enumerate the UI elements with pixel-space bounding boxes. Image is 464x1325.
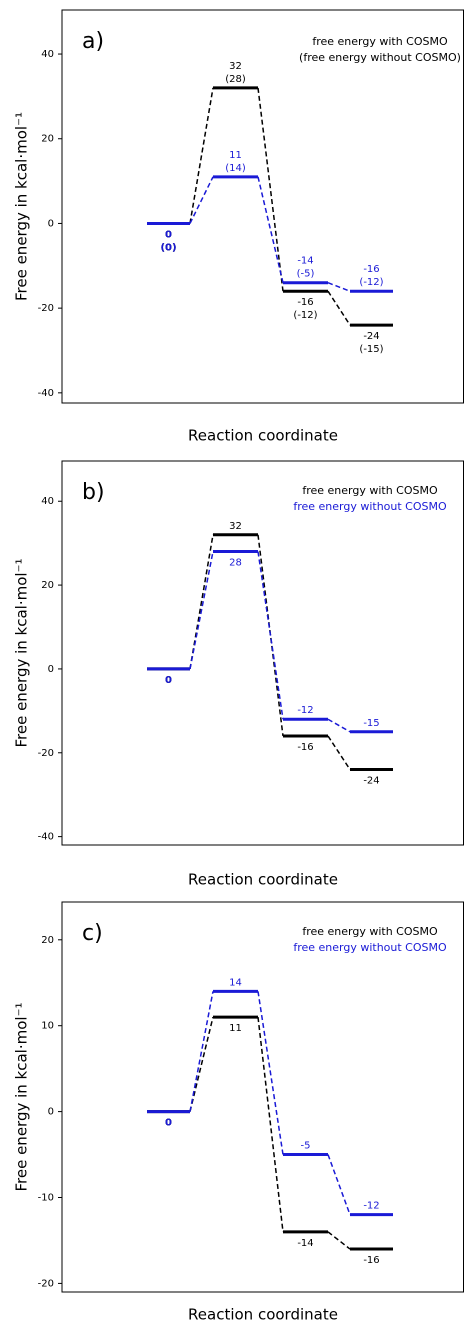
y-tick-label: -40 bbox=[38, 388, 54, 399]
connector bbox=[327, 1231, 351, 1250]
value-label-without-cosmo: (0) bbox=[160, 242, 176, 253]
value-label: 0 bbox=[165, 1118, 172, 1129]
y-tick-label: 40 bbox=[41, 496, 54, 507]
value-label: -14 bbox=[297, 256, 313, 267]
plot-frame bbox=[61, 901, 464, 1293]
connector bbox=[257, 87, 284, 292]
value-label: -15 bbox=[363, 718, 379, 729]
y-tick-label: 0 bbox=[48, 664, 54, 675]
connector bbox=[189, 991, 214, 1112]
value-label: 14 bbox=[229, 977, 242, 988]
connector bbox=[189, 534, 214, 670]
value-label: -16 bbox=[297, 297, 313, 308]
connector bbox=[257, 551, 284, 720]
connector bbox=[189, 176, 214, 224]
connector bbox=[189, 551, 214, 670]
legend-entry: free energy with COSMO bbox=[302, 484, 438, 497]
connector bbox=[189, 1016, 214, 1112]
panel-label: a) bbox=[82, 29, 104, 54]
y-tick-label: 0 bbox=[48, 1107, 54, 1118]
connector bbox=[257, 1017, 284, 1232]
y-tick-label: -10 bbox=[38, 1193, 54, 1204]
value-label-without-cosmo: (-12) bbox=[359, 277, 383, 288]
legend-entry: free energy without COSMO bbox=[293, 500, 447, 513]
y-tick-label: -40 bbox=[38, 832, 54, 843]
panel-label: c) bbox=[82, 921, 103, 946]
value-label: 11 bbox=[229, 1023, 242, 1034]
value-label: -16 bbox=[363, 264, 379, 275]
value-label-without-cosmo: (14) bbox=[225, 163, 246, 174]
y-axis-title: Free energy in kcal·mol⁻¹ bbox=[13, 1002, 31, 1191]
annotation: (free energy without COSMO) bbox=[299, 51, 461, 64]
y-tick-label: 20 bbox=[41, 935, 54, 946]
x-axis-title: Reaction coordinate bbox=[188, 1306, 338, 1324]
panel-label: b) bbox=[82, 480, 105, 505]
value-label: -24 bbox=[363, 331, 379, 342]
y-tick-label: 20 bbox=[41, 580, 54, 591]
value-label-without-cosmo: (-15) bbox=[359, 344, 383, 355]
connector bbox=[257, 176, 284, 283]
value-label: 11 bbox=[229, 150, 242, 161]
value-label: 28 bbox=[229, 558, 242, 569]
value-label-without-cosmo: (0) bbox=[160, 242, 176, 253]
value-label: -14 bbox=[297, 1238, 313, 1249]
y-tick-label: 10 bbox=[41, 1021, 54, 1032]
y-tick-label: -20 bbox=[38, 303, 54, 314]
y-tick-label: 20 bbox=[41, 134, 54, 145]
value-label: -16 bbox=[297, 742, 313, 753]
value-label: -12 bbox=[363, 1201, 379, 1212]
y-axis-title: Free energy in kcal·mol⁻¹ bbox=[13, 112, 31, 301]
connector bbox=[327, 1154, 351, 1215]
legend-entry: free energy without COSMO bbox=[293, 941, 447, 954]
value-label: 0 bbox=[165, 675, 172, 686]
annotation: free energy with COSMO bbox=[312, 35, 448, 48]
value-label: 32 bbox=[229, 61, 242, 72]
plot-frame bbox=[61, 9, 464, 404]
x-axis-title: Reaction coordinate bbox=[188, 427, 338, 445]
value-label: 0 bbox=[165, 229, 172, 240]
value-label: -12 bbox=[297, 705, 313, 716]
legend-entry: free energy with COSMO bbox=[302, 925, 438, 938]
value-label: 0 bbox=[165, 229, 172, 240]
value-label: -5 bbox=[301, 1141, 311, 1152]
value-label: 0 bbox=[165, 1118, 172, 1129]
value-label: -16 bbox=[363, 1255, 379, 1266]
plot-frame bbox=[61, 460, 464, 846]
connector bbox=[257, 534, 284, 737]
connector bbox=[189, 87, 214, 224]
x-axis-title: Reaction coordinate bbox=[188, 871, 338, 889]
y-axis-title: Free energy in kcal·mol⁻¹ bbox=[13, 558, 31, 747]
value-label: 32 bbox=[229, 521, 242, 532]
value-label-without-cosmo: (-12) bbox=[293, 310, 317, 321]
y-tick-label: -20 bbox=[38, 748, 54, 759]
value-label-without-cosmo: (-5) bbox=[297, 269, 315, 280]
connector bbox=[327, 290, 351, 326]
connector bbox=[257, 991, 284, 1155]
connector bbox=[327, 735, 351, 770]
y-tick-label: -20 bbox=[38, 1278, 54, 1289]
value-label-without-cosmo: (28) bbox=[225, 74, 246, 85]
y-tick-label: 40 bbox=[41, 49, 54, 60]
value-label: 0 bbox=[165, 675, 172, 686]
value-label: -24 bbox=[363, 776, 379, 787]
connector bbox=[327, 282, 351, 292]
connector bbox=[327, 718, 351, 733]
y-tick-label: 0 bbox=[48, 218, 54, 229]
